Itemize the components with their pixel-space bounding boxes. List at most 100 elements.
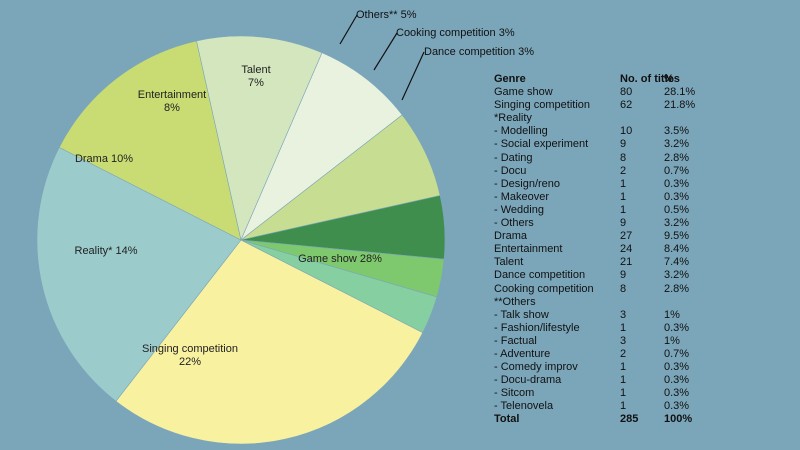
table-row: - Docu-drama 1 0.3% (494, 374, 794, 387)
row-percent: 8.4% (664, 243, 690, 256)
row-genre: Cooking competition (494, 282, 594, 295)
table-header-row: Genre No. of titles % (494, 73, 794, 86)
slice-label: Dance competition 3% (424, 46, 534, 58)
row-count: 24 (620, 243, 633, 256)
row-count: 8 (620, 282, 627, 295)
row-percent: 1% (664, 308, 680, 321)
row-percent: 1% (664, 334, 680, 347)
row-genre: Game show (494, 86, 553, 99)
row-percent: 0.3% (664, 374, 690, 387)
row-genre: - Adventure (494, 347, 551, 360)
table-row: Drama 27 9.5% (494, 230, 794, 243)
table-row: *Reality (494, 112, 794, 125)
table-body: Game show 80 28.1% Singing competition 62 21.… (494, 86, 794, 413)
row-count: 3 (620, 308, 627, 321)
row-percent: 3.5% (664, 125, 690, 138)
table-row: - Docu 2 0.7% (494, 165, 794, 178)
row-count (620, 112, 664, 125)
total-count: 285 (620, 413, 639, 426)
table-row: - Wedding 1 0.5% (494, 204, 794, 217)
row-genre: Dance competition (494, 269, 586, 282)
row-count: 8 (620, 151, 627, 164)
row-count: 9 (620, 138, 627, 151)
slice-label: Others** 5% (356, 9, 417, 21)
row-count: 80 (620, 86, 633, 99)
row-genre: - Docu (494, 164, 527, 177)
row-percent: 2.8% (664, 151, 690, 164)
header-genre: Genre (494, 73, 526, 85)
row-count: 2 (620, 347, 627, 360)
row-percent: 0.3% (664, 361, 690, 374)
row-genre: *Reality (494, 112, 532, 125)
row-genre: - Docu-drama (494, 374, 562, 387)
slice-label: Game show 28% (298, 253, 382, 265)
row-percent: 7.4% (664, 256, 690, 269)
callout-line (401, 51, 425, 101)
table-row: Talent 21 7.4% (494, 256, 794, 269)
table-row: **Others (494, 296, 794, 309)
row-count: 1 (620, 400, 627, 413)
slice-label: Singing competition 22% (142, 343, 238, 368)
row-percent: 3.2% (664, 138, 690, 151)
slice-label: Drama 10% (75, 153, 133, 165)
row-count: 9 (620, 269, 627, 282)
row-genre: Singing competition (494, 99, 591, 112)
row-percent: 3.2% (664, 217, 690, 230)
slice-label: Entertainment 8% (138, 89, 206, 114)
row-genre: Entertainment (494, 243, 563, 256)
row-genre: **Others (494, 295, 536, 308)
genre-table: Genre No. of titles % Game show 80 28.1% Si… (494, 73, 794, 427)
row-genre: - Social experiment (494, 138, 589, 151)
table-row: Entertainment 24 8.4% (494, 243, 794, 256)
row-count: 1 (620, 190, 627, 203)
row-percent: 0.7% (664, 164, 690, 177)
table-row: - Comedy improv 1 0.3% (494, 361, 794, 374)
pie-slice (36, 146, 242, 402)
pie-slice (115, 239, 424, 445)
row-percent: 9.5% (664, 230, 690, 243)
row-count: 62 (620, 99, 633, 112)
row-count: 27 (620, 230, 633, 243)
row-percent: 28.1% (664, 86, 696, 99)
row-percent (664, 296, 724, 309)
pie-labels: Game show 28% Singing competition 22% Reali… (75, 9, 535, 368)
row-percent (664, 112, 724, 125)
row-percent: 0.3% (664, 321, 690, 334)
table-row: - Makeover 1 0.3% (494, 191, 794, 204)
table-row: Dance competition 9 3.2% (494, 269, 794, 282)
row-count: 3 (620, 334, 627, 347)
pie-slice (58, 40, 242, 241)
table-row: - Adventure 2 0.7% (494, 348, 794, 361)
row-percent: 0.3% (664, 177, 690, 190)
row-percent: 0.5% (664, 203, 690, 216)
row-count: 1 (620, 374, 627, 387)
table-row: - Design/reno 1 0.3% (494, 178, 794, 191)
row-percent: 0.3% (664, 387, 690, 400)
row-count: 1 (620, 361, 627, 374)
header-percent: % (664, 73, 674, 85)
table-total-row: Total 285 100% (494, 413, 794, 426)
table-row: - Others 9 3.2% (494, 217, 794, 230)
row-count: 21 (620, 256, 633, 269)
row-genre: Talent (494, 256, 524, 269)
total-label: Total (494, 413, 520, 426)
row-percent: 21.8% (664, 99, 696, 112)
row-percent: 2.8% (664, 282, 690, 295)
row-count: 1 (620, 387, 627, 400)
row-genre: Drama (494, 230, 528, 243)
table-row: - Talk show 3 1% (494, 309, 794, 322)
row-count (620, 296, 664, 309)
row-genre: - Design/reno (494, 177, 561, 190)
row-genre: - Fashion/lifestyle (494, 321, 580, 334)
row-genre: - Talk show (494, 308, 549, 321)
row-count: 9 (620, 217, 627, 230)
total-percent: 100% (664, 413, 693, 426)
pie-slices (36, 35, 446, 445)
row-genre: - Comedy improv (494, 361, 578, 374)
table-row: - Factual 3 1% (494, 335, 794, 348)
table-row: - Fashion/lifestyle 1 0.3% (494, 322, 794, 335)
row-count: 10 (620, 125, 633, 138)
pie-slice (240, 239, 438, 334)
row-genre: - Factual (494, 334, 537, 347)
